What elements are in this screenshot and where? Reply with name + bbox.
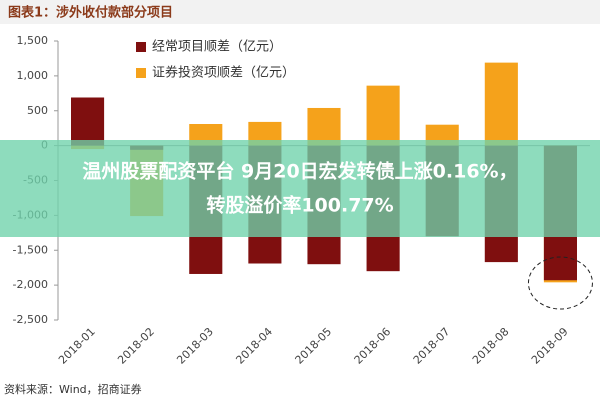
x-tick-label: 2018-05 xyxy=(293,325,335,367)
x-tick-label: 2018-01 xyxy=(56,325,98,367)
banner xyxy=(0,140,600,237)
x-tick-label: 2018-03 xyxy=(174,325,216,367)
bar xyxy=(366,85,400,146)
bar xyxy=(307,107,341,146)
x-tick-label: 2018-07 xyxy=(411,325,453,367)
banner-text: 温州股票配资平台 9月20日宏发转债上涨0.16%， xyxy=(82,160,517,183)
annotation-circle xyxy=(527,256,593,310)
chart-title: 图表1：涉外收付款部分项目 xyxy=(8,5,173,21)
source: 资料来源：Wind，招商证券 xyxy=(4,382,142,396)
bar xyxy=(248,121,282,146)
title-bg xyxy=(0,0,600,24)
x-tick-label: 2018-02 xyxy=(115,325,157,367)
legend-label: 证券投资项顺差（亿元） xyxy=(152,65,295,81)
legend-swatch xyxy=(136,42,146,52)
y-tick-label: 1,500 xyxy=(17,34,49,47)
y-tick-label: 500 xyxy=(27,104,48,117)
bar xyxy=(71,97,105,146)
x-tick-label: 2018-08 xyxy=(470,325,512,367)
y-tick-label: -1,500 xyxy=(13,243,48,256)
legend-label: 经常项目顺差（亿元） xyxy=(152,40,282,55)
y-tick-label: -2,500 xyxy=(13,313,48,326)
banner-text: 转股溢价率100.77% xyxy=(206,194,393,217)
x-tick-label: 2018-04 xyxy=(233,325,275,367)
y-tick-label: 1,000 xyxy=(17,69,49,82)
y-tick-label: -2,000 xyxy=(13,278,48,291)
legend-swatch xyxy=(136,68,146,78)
bar xyxy=(484,62,518,146)
x-tick-label: 2018-09 xyxy=(529,325,571,367)
x-tick-label: 2018-06 xyxy=(352,325,394,367)
